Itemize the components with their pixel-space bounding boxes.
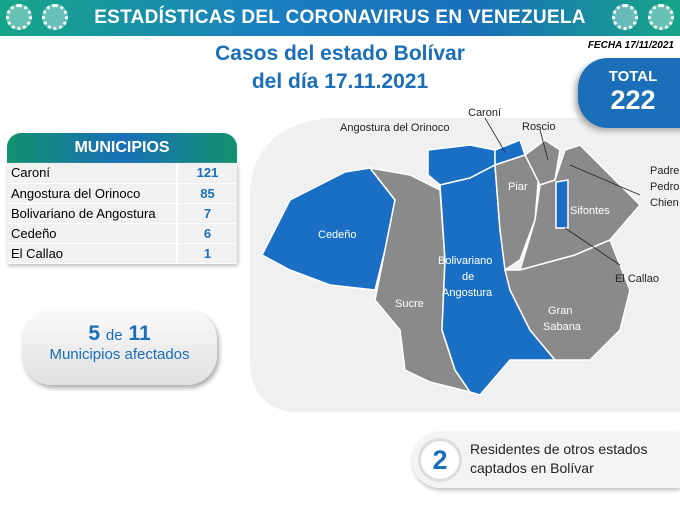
afectados-de: de [105, 327, 123, 344]
afectados-label: Municipios afectados [49, 346, 190, 363]
label-caroni: Caroní [468, 107, 501, 119]
municipios-header: MUNICIPIOS [7, 133, 237, 163]
table-row: Caroní 121 [7, 163, 237, 184]
label-bolivariano: Bolivariano [438, 255, 492, 267]
banner-title: ESTADÍSTICAS DEL CORONAVIRUS EN VENEZUEL… [94, 7, 586, 28]
table-row: Bolivariano de Angostura 7 [7, 203, 237, 224]
label-gran: Gran [548, 305, 572, 317]
total-badge: TOTAL 222 [578, 58, 680, 128]
region-el-callao [555, 179, 569, 229]
banner: ESTADÍSTICAS DEL CORONAVIRUS EN VENEZUEL… [0, 0, 680, 36]
row-value: 85 [176, 183, 237, 204]
table-row: El Callao 1 [7, 243, 237, 264]
virus-icon [612, 4, 638, 30]
region-gran-sabana [504, 239, 631, 361]
label-sabana: Sabana [543, 321, 582, 333]
row-name: Bolivariano de Angostura [7, 203, 177, 224]
label-padre: Padre [650, 165, 679, 177]
label-pedro: Pedro [650, 181, 679, 193]
residentes-count: 2 [418, 438, 462, 482]
label-piar: Piar [508, 181, 528, 193]
row-name: Angostura del Orinoco [7, 183, 177, 204]
row-name: Caroní [7, 163, 177, 184]
label-chien: Chien [650, 197, 679, 209]
label-el-callao: El Callao [615, 273, 659, 285]
row-value: 6 [176, 223, 237, 244]
label-sifontes: Sifontes [570, 205, 610, 217]
page-title: Casos del estado Bolívar del día 17.11.20… [200, 40, 480, 96]
virus-icon [6, 4, 32, 30]
label-angostura-orinoco: Angostura del Orinoco [340, 122, 449, 134]
label-de: de [462, 271, 474, 283]
label-sucre: Sucre [395, 298, 424, 310]
title-line1: Casos del estado Bolívar [215, 42, 465, 65]
row-value: 1 [176, 243, 237, 264]
label-roscio: Roscio [522, 121, 556, 133]
afectados-card: 5 de 11 Municipios afectados [22, 310, 217, 385]
municipios-table: MUNICIPIOS Caroní 121 Angostura del Orino… [7, 133, 237, 264]
row-name: Cedeño [7, 223, 177, 244]
total-value: 222 [610, 85, 656, 115]
virus-icon [648, 4, 674, 30]
total-label: TOTAL [608, 68, 658, 85]
label-cedeno: Cedeño [318, 229, 357, 241]
table-row: Angostura del Orinoco 85 [7, 183, 237, 204]
region-roscio [524, 139, 561, 186]
row-value: 121 [176, 163, 237, 184]
row-value: 7 [176, 203, 237, 224]
row-name: El Callao [7, 243, 177, 264]
residentes-card: 2 Residentes de otros estados captados en… [412, 432, 680, 488]
title-line2: del día 17.11.2021 [251, 70, 429, 93]
table-row: Cedeño 6 [7, 223, 237, 244]
date-label: FECHA 17/11/2021 [587, 40, 674, 51]
residentes-line2: captados en Bolívar [470, 460, 594, 476]
virus-icon [42, 4, 68, 30]
label-angostura: Angostura [442, 287, 493, 299]
afectados-total: 11 [128, 322, 151, 345]
residentes-line1: Residentes de otros estados [470, 441, 648, 457]
afectados-count: 5 [88, 322, 101, 345]
region-sifontes [518, 144, 642, 272]
